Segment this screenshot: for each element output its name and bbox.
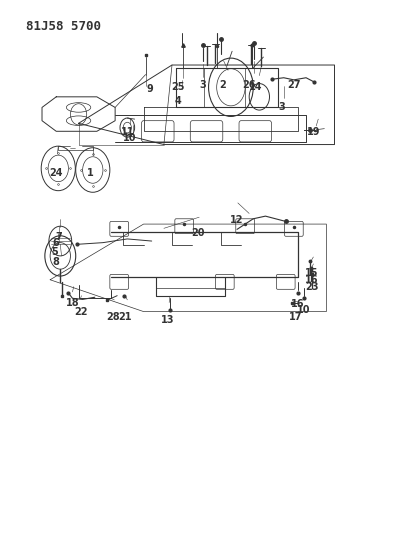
Text: 7: 7	[55, 232, 62, 243]
Text: 28: 28	[106, 312, 120, 322]
Text: 19: 19	[308, 127, 321, 137]
Text: 24: 24	[49, 168, 63, 177]
Text: 8: 8	[53, 257, 60, 267]
Text: 3: 3	[199, 79, 206, 90]
Text: 16: 16	[291, 298, 305, 309]
Text: 11: 11	[121, 127, 134, 137]
Text: 14: 14	[249, 82, 262, 92]
Text: 25: 25	[171, 82, 185, 92]
Text: 10: 10	[297, 305, 311, 315]
Text: 27: 27	[287, 79, 301, 90]
Text: 18: 18	[66, 297, 79, 308]
Text: 5: 5	[51, 247, 58, 257]
Text: 17: 17	[289, 312, 303, 322]
Text: 9: 9	[146, 84, 153, 94]
Text: 2: 2	[219, 79, 226, 90]
Text: 12: 12	[230, 215, 244, 225]
Text: 20: 20	[192, 228, 205, 238]
Text: 1: 1	[88, 168, 94, 177]
Text: 10: 10	[123, 133, 136, 143]
Text: 4: 4	[175, 95, 182, 106]
Text: 6: 6	[53, 238, 60, 248]
Text: 23: 23	[306, 281, 319, 292]
Text: 3: 3	[278, 102, 285, 112]
Text: 13: 13	[161, 314, 175, 325]
Text: 26: 26	[243, 79, 256, 90]
Text: 81J58 5700: 81J58 5700	[26, 20, 101, 33]
Text: 16: 16	[306, 274, 319, 285]
Text: 22: 22	[74, 306, 88, 317]
Text: 21: 21	[119, 312, 132, 322]
Text: 15: 15	[306, 268, 319, 278]
